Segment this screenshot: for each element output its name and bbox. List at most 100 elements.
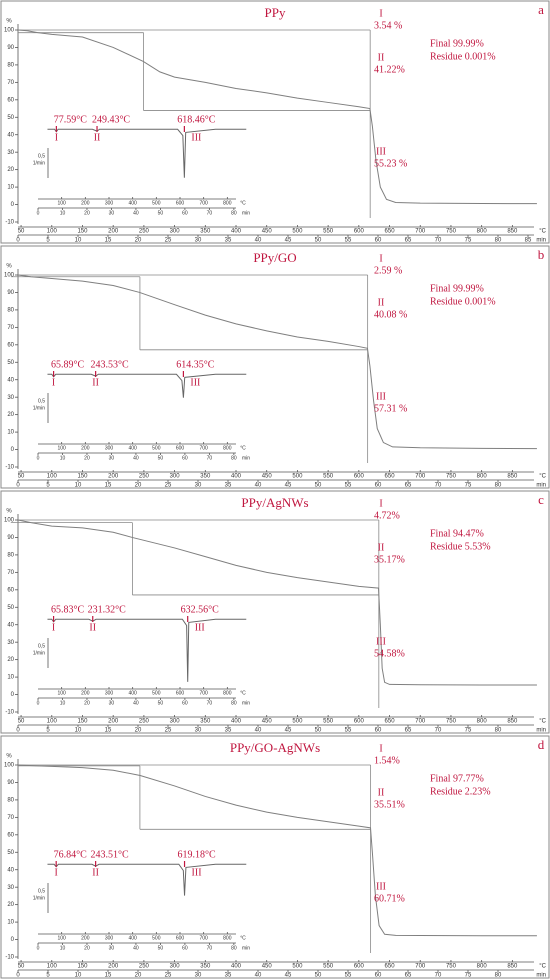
x-tick-label: 750 — [446, 229, 457, 235]
y-tick-label: -10 — [5, 220, 14, 226]
x-tick-label: 350 — [200, 964, 211, 970]
y-tick-label: 10 — [7, 920, 14, 926]
x-tick-label: 550 — [323, 229, 334, 235]
x2-tick-label: 60 — [375, 238, 382, 244]
x2-tick-label: 50 — [315, 973, 322, 979]
tga-curve — [17, 29, 537, 205]
y-tick-label: 50 — [7, 115, 14, 121]
inset-x-tick-label: 300 — [105, 690, 114, 696]
residue: Residue 0.001% — [430, 296, 496, 307]
x-tick-label: 400 — [231, 229, 242, 235]
x2-tick-label: 10 — [75, 973, 82, 979]
inset-x-tick-label: 200 — [81, 445, 90, 451]
inset-x-tick-label: 800 — [223, 935, 232, 941]
inset-x-unit: °C — [240, 690, 246, 696]
x2-tick-label: 55 — [345, 728, 352, 734]
step-name: III — [376, 391, 386, 402]
panel-title: PPy — [265, 5, 286, 20]
inset-x2-tick-label: 50 — [158, 945, 164, 951]
x2-tick-label: 50 — [315, 238, 322, 244]
inset-x-tick-label: 400 — [128, 445, 137, 451]
x2-tick-label: 20 — [135, 728, 142, 734]
x-tick-label: 700 — [415, 474, 426, 480]
x2-tick-label: 40 — [255, 973, 262, 979]
y-tick-label: 40 — [7, 377, 14, 383]
x2-tick-label: 15 — [105, 238, 112, 244]
x-tick-label: 150 — [77, 719, 88, 725]
inset-x2-tick-label: 0 — [37, 455, 40, 461]
x-tick-label: 250 — [139, 719, 150, 725]
x-tick-label: 150 — [77, 964, 88, 970]
scale-value: 0,5 — [38, 888, 45, 894]
y-tick-label: 40 — [7, 132, 14, 138]
x-tick-label: 800 — [477, 964, 488, 970]
x2-tick-label: 10 — [75, 483, 82, 489]
step-loss: 55.23 % — [374, 158, 407, 169]
inset-x2-unit: min — [242, 945, 250, 951]
x-tick-label: 100 — [47, 964, 58, 970]
panel-frame — [0, 490, 550, 734]
inset-x-tick-label: 100 — [57, 200, 66, 206]
y-tick-label: 80 — [7, 62, 14, 68]
inset-x-unit: °C — [240, 200, 246, 206]
inset-x-tick-label: 800 — [223, 445, 232, 451]
y-tick-label: 20 — [7, 657, 14, 663]
step-name: I — [379, 253, 382, 264]
inset-x2-tick-label: 70 — [207, 210, 213, 216]
x2-tick-label: 50 — [315, 483, 322, 489]
x-tick-label: 500 — [292, 719, 303, 725]
residue: Residue 0.001% — [430, 51, 496, 62]
y-tick-label: 80 — [7, 307, 14, 313]
peak-label: 77.59°C — [54, 114, 87, 125]
inset-x-tick-label: 400 — [128, 935, 137, 941]
inset-x-tick-label: 400 — [128, 690, 137, 696]
inset-x2-tick-label: 40 — [133, 210, 139, 216]
y-tick-label: 50 — [7, 360, 14, 366]
y-tick-label: 100 — [4, 763, 15, 769]
step-loss: 41.22% — [374, 64, 405, 75]
panel-letter: d — [538, 737, 545, 752]
peak-name: III — [190, 377, 200, 388]
step-loss: 4.72% — [374, 510, 400, 521]
inset-x2-tick-label: 20 — [84, 210, 90, 216]
panel-frame — [0, 0, 550, 244]
peak-label: 65.83°C — [51, 604, 84, 615]
x2-tick-label: 25 — [165, 483, 172, 489]
x2-tick-label: 65 — [405, 483, 412, 489]
x-tick-label: 350 — [200, 229, 211, 235]
x-tick-label: 500 — [292, 474, 303, 480]
x2-tick-label: 80 — [495, 483, 502, 489]
y-tick-label: 10 — [7, 675, 14, 681]
inset-x-tick-label: 200 — [81, 690, 90, 696]
inset-x2-tick-label: 60 — [182, 945, 188, 951]
x2-tick-label: 15 — [105, 973, 112, 979]
x2-tick-label: 65 — [405, 728, 412, 734]
inset-x2-tick-label: 50 — [158, 700, 164, 706]
peak-name: III — [195, 622, 205, 633]
x2-tick-label: 70 — [435, 728, 442, 734]
inset-x-tick-label: 700 — [199, 690, 208, 696]
y-tick-label: 100 — [4, 518, 15, 524]
x2-tick-label: 60 — [375, 483, 382, 489]
inset-x2-tick-label: 40 — [133, 455, 139, 461]
x2-tick-label: 20 — [135, 238, 142, 244]
inset-x2-tick-label: 30 — [109, 945, 115, 951]
step-loss: 3.54 % — [374, 20, 402, 31]
step-name: I — [379, 498, 382, 509]
x-tick-label: 800 — [477, 719, 488, 725]
x-tick-label: 700 — [415, 719, 426, 725]
inset-x2-tick-label: 10 — [60, 210, 66, 216]
x2-tick-label: 25 — [165, 238, 172, 244]
peak-label: 231.32°C — [88, 604, 126, 615]
x2-tick-label: 85 — [525, 238, 532, 244]
x-tick-label: 500 — [292, 229, 303, 235]
x-tick-label: 600 — [354, 719, 365, 725]
inset-x-tick-label: 500 — [152, 200, 161, 206]
step-name: III — [376, 146, 386, 157]
x2-tick-label: 45 — [285, 728, 292, 734]
x2-unit: min — [536, 483, 546, 489]
scale-value: 0,5 — [38, 643, 45, 649]
y-unit: % — [6, 754, 12, 760]
inset-x2-tick-label: 30 — [109, 455, 115, 461]
x2-tick-label: 20 — [135, 973, 142, 979]
